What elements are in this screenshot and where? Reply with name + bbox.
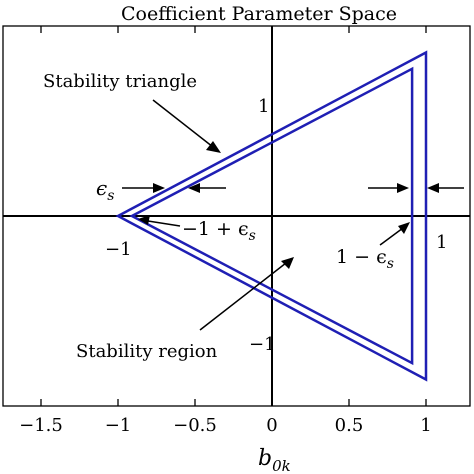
- x-axis-label-sub: 0k: [272, 457, 291, 474]
- eps-left-arrowhead-a: [153, 183, 165, 193]
- minus-one-plus-eps-arrow-shaft: [147, 220, 181, 227]
- x-axis-label: b0k: [258, 446, 291, 474]
- minus-one-plus-eps-subscript: s: [249, 228, 256, 244]
- one-minus-eps-arrowhead: [398, 222, 410, 234]
- x-tick-label: −1.5: [19, 415, 63, 436]
- one-minus-eps-text: 1 − ϵ: [336, 246, 387, 268]
- stability-region-arrowhead: [281, 257, 294, 269]
- stability-region-outline: [129, 66, 414, 366]
- stability-region-label: Stability region: [76, 341, 218, 362]
- x-tick-label: −0.5: [173, 415, 217, 436]
- eps-left-arrowhead-b: [188, 183, 200, 193]
- one-minus-eps-subscript: s: [387, 256, 394, 272]
- one-minus-eps-arrow-shaft: [379, 227, 404, 246]
- x-label-pos-one: 1: [436, 232, 447, 253]
- x-axis-ticks: −1.5 −1 −0.5 0 0.5 1: [19, 26, 432, 436]
- eps-right-arrowhead-a: [397, 183, 409, 193]
- eps-s-subscript: s: [107, 188, 114, 204]
- x-label-neg-one: −1: [105, 239, 132, 260]
- minus-one-plus-eps-arrowhead: [138, 215, 150, 225]
- stability-region-arrow-shaft: [199, 262, 287, 331]
- y-label-neg-one: −1: [249, 334, 276, 355]
- x-tick-label: 0: [266, 415, 277, 436]
- x-axis-label-main: b: [258, 446, 272, 471]
- x-tick-label: −1: [105, 415, 132, 436]
- y-label-pos-one: 1: [258, 96, 269, 117]
- minus-one-plus-eps-text: −1 + ϵ: [182, 218, 249, 240]
- eps-right-arrowhead-b: [427, 183, 439, 193]
- x-tick-label: 0.5: [335, 415, 364, 436]
- stability-triangle-arrow-shaft: [152, 99, 214, 148]
- figure-title: Coefficient Parameter Space: [121, 3, 397, 25]
- minus-one-plus-eps-label: −1 + ϵs: [182, 218, 256, 244]
- stability-triangle-outline: [115, 50, 428, 382]
- one-minus-eps-label: 1 − ϵs: [336, 246, 394, 272]
- x-tick-label: 1: [420, 415, 431, 436]
- eps-s-left-label: ϵs: [96, 176, 114, 204]
- stability-triangle-arrowhead: [206, 141, 221, 153]
- eps-s-symbol: ϵ: [96, 176, 107, 200]
- stability-triangle-label: Stability triangle: [43, 71, 197, 92]
